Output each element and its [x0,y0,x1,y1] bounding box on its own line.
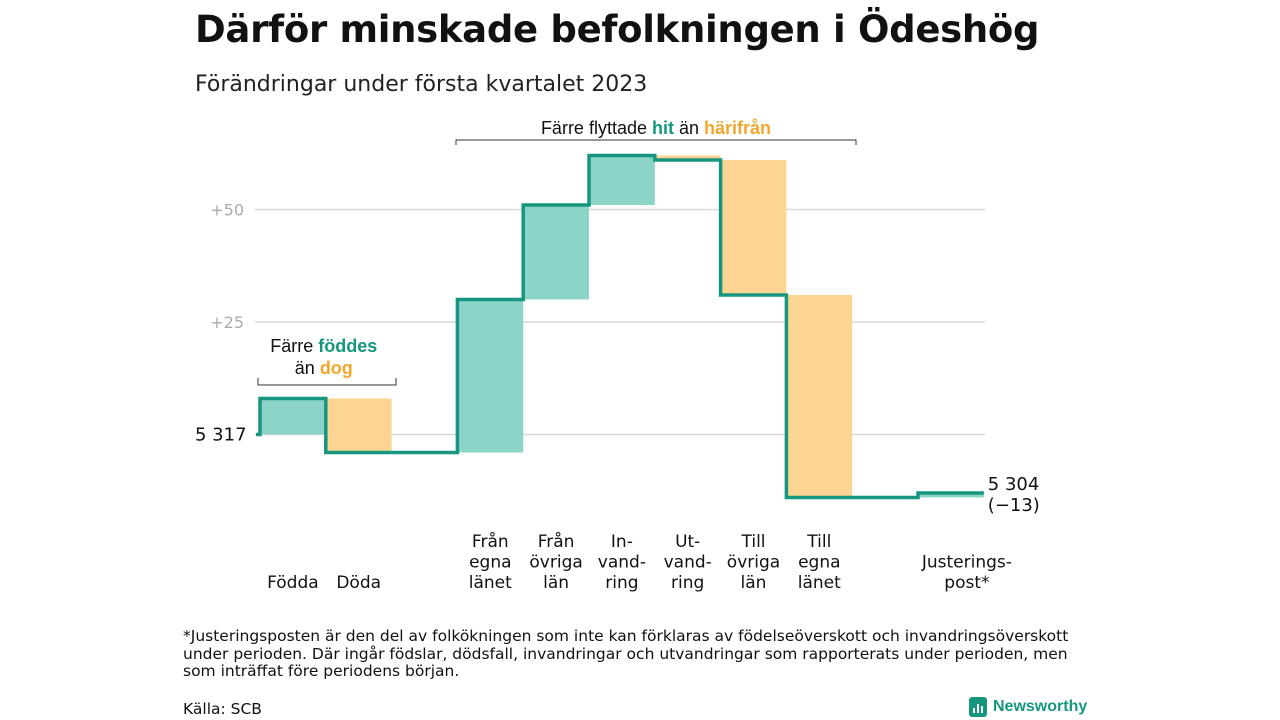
waterfall-bar [523,205,589,300]
chart-title: Därför minskade befolkningen i Ödeshög [195,8,1040,51]
births-annotation-line2: än dog [295,358,353,378]
x-tick-label: ring [671,573,704,593]
start-value-label: 5 317 [195,425,247,446]
x-tick-label: Till [806,532,831,552]
waterfall-bar [260,398,326,435]
x-tick-label: län [543,573,569,593]
waterfall-bar [325,398,392,453]
x-tick-label: länet [798,573,841,593]
x-tick-label: Från [538,531,575,552]
births-annotation-bracket [257,378,397,386]
x-tick-label: Ut- [675,532,700,552]
newsworthy-logo[interactable]: Newsworthy [969,697,1087,717]
migration-annotation: Färre flyttade hit än härifrån [541,118,771,138]
x-tick-label: Från [472,531,509,552]
source-label: Källa: SCB [183,700,262,718]
change-value-label: (−13) [988,495,1040,516]
waterfall-bar [457,299,524,453]
x-tick-label: ring [605,573,638,593]
x-tick-label: vand- [598,553,646,573]
waterfall-bar [786,295,853,498]
newsworthy-logo-icon [969,697,987,717]
x-tick-label: länet [469,573,512,593]
x-tick-label: post* [944,573,989,593]
x-tick-label: övriga [529,553,582,573]
y-tick-label: +50 [210,201,244,220]
brand-name: Newsworthy [993,698,1088,715]
x-tick-label: vand- [664,553,712,573]
births-annotation-line1: Färre föddes [270,336,377,356]
step-line [256,153,984,500]
x-tick-label: Till [740,532,765,552]
waterfall-bar [589,155,655,205]
y-tick-label: +25 [210,313,244,332]
x-tick-label: län [741,573,767,593]
x-tick-label: egna [798,553,840,573]
x-tick-label: Justerings- [921,553,1012,573]
waterfall-bar [720,160,787,295]
x-tick-label: egna [469,553,511,573]
x-tick-label: In- [611,532,633,552]
waterfall-bar [918,493,984,498]
x-tick-label: Döda [336,573,381,593]
x-tick-label: Födda [267,573,319,593]
migration-annotation-bracket [455,139,857,145]
chart-subtitle: Förändringar under första kvartalet 2023 [195,72,648,97]
x-tick-label: övriga [727,553,780,573]
end-value-label: 5 304 [988,474,1040,495]
waterfall-bar [654,155,721,160]
footnote: *Justeringsposten är den del av folkökni… [183,627,1069,680]
